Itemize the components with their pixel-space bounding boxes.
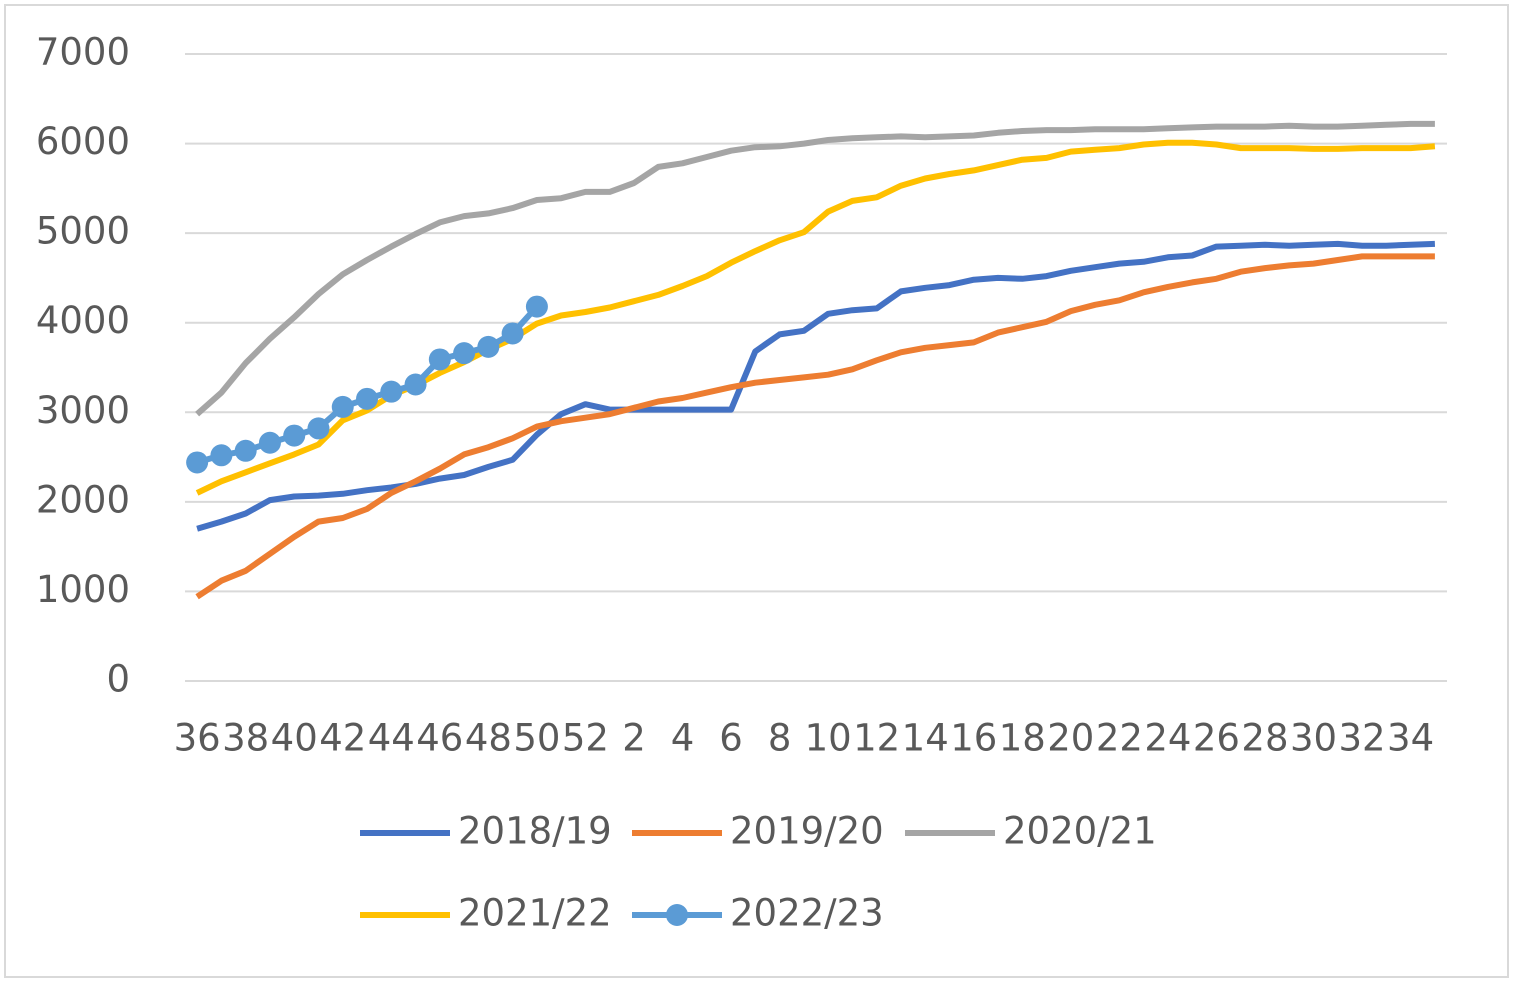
x-tick-label: 10 xyxy=(805,717,852,760)
data-point xyxy=(380,380,403,403)
data-point xyxy=(525,295,548,318)
x-tick-label: 42 xyxy=(319,717,366,760)
chart-border xyxy=(4,4,1509,978)
data-point xyxy=(234,439,257,462)
x-tick-label: 20 xyxy=(1047,717,1094,760)
data-point xyxy=(428,348,451,371)
x-tick-label: 48 xyxy=(465,717,512,760)
y-tick-label: 0 xyxy=(106,658,130,701)
x-tick-label: 8 xyxy=(768,717,792,760)
x-tick-label: 16 xyxy=(950,717,997,760)
data-point xyxy=(404,373,427,396)
x-tick-label: 28 xyxy=(1241,717,1288,760)
data-point xyxy=(307,417,330,440)
x-tick-label: 18 xyxy=(999,717,1046,760)
series-line xyxy=(195,120,1435,417)
data-point xyxy=(356,387,379,410)
x-tick-label: 22 xyxy=(1096,717,1143,760)
legend-label: 2018/19 xyxy=(458,810,612,853)
series-line xyxy=(195,253,1435,600)
y-tick-label: 5000 xyxy=(36,210,130,253)
data-point xyxy=(258,431,281,454)
y-tick-label: 3000 xyxy=(36,389,130,432)
data-point xyxy=(186,451,209,474)
y-tick-label: 4000 xyxy=(36,299,130,342)
x-tick-label: 26 xyxy=(1193,717,1240,760)
data-point xyxy=(477,335,500,358)
data-point xyxy=(501,322,524,345)
x-tick-label: 36 xyxy=(174,717,221,760)
x-tick-label: 24 xyxy=(1144,717,1191,760)
y-tick-label: 6000 xyxy=(36,120,130,163)
x-tick-label: 2 xyxy=(622,717,646,760)
x-tick-label: 34 xyxy=(1387,717,1434,760)
legend-label: 2020/21 xyxy=(1003,810,1157,853)
data-point xyxy=(453,342,476,365)
data-point xyxy=(331,395,354,418)
x-tick-label: 14 xyxy=(902,717,949,760)
x-tick-label: 52 xyxy=(562,717,609,760)
y-tick-label: 2000 xyxy=(36,478,130,521)
x-tick-label: 40 xyxy=(271,717,318,760)
x-tick-label: 30 xyxy=(1290,717,1337,760)
data-point xyxy=(283,424,306,447)
x-tick-label: 44 xyxy=(368,717,415,760)
legend-label: 2022/23 xyxy=(730,892,884,935)
x-tick-label: 6 xyxy=(719,717,743,760)
x-tick-label: 4 xyxy=(671,717,695,760)
x-tick-label: 12 xyxy=(853,717,900,760)
y-tick-label: 1000 xyxy=(36,568,130,611)
x-tick-label: 50 xyxy=(513,717,560,760)
x-tick-label: 46 xyxy=(416,717,463,760)
legend-label: 2019/20 xyxy=(730,810,884,853)
y-tick-label: 7000 xyxy=(36,31,130,74)
x-tick-label: 38 xyxy=(222,717,269,760)
legend-label: 2021/22 xyxy=(458,892,612,935)
x-tick-label: 32 xyxy=(1339,717,1386,760)
data-point xyxy=(210,444,233,467)
legend-marker xyxy=(666,904,688,926)
